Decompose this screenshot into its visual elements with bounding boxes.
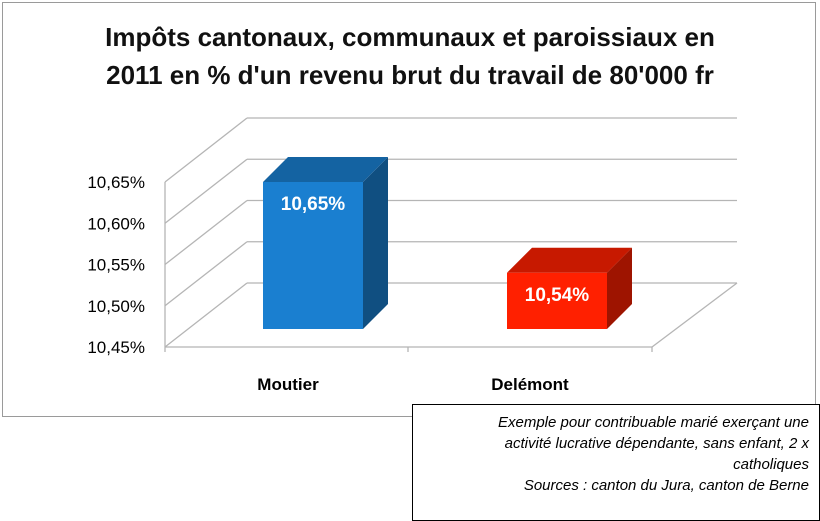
bar-top-face [507, 247, 632, 273]
category-label: Moutier [257, 375, 319, 394]
footnote-line-2: activité lucrative dépendante, sans enfa… [504, 435, 809, 452]
y-tick-label: 10,60% [87, 214, 145, 233]
footnote-line-1: Exemple pour contribuable marié exerçant… [497, 414, 809, 431]
y-tick-label: 10,50% [87, 297, 145, 316]
chart-title: Impôts cantonaux, communaux et paroissia… [0, 18, 820, 94]
data-label: 10,65% [281, 194, 346, 215]
y-tick-label: 10,55% [87, 256, 145, 275]
bar-delémont: 10,54% [507, 247, 632, 329]
bar-front-face [263, 182, 363, 329]
y-tick-label: 10,45% [87, 338, 145, 357]
footnote-line-4: Sources : canton du Jura, canton de Bern… [523, 477, 809, 494]
gridline-side [164, 117, 248, 183]
gridline-side [164, 199, 248, 266]
gridline-side [164, 158, 248, 224]
footnote-line-3: catholiques [733, 456, 809, 473]
bar-moutier: 10,65% [263, 157, 388, 329]
bars: 10,65% 10,54% [263, 157, 632, 329]
floor-right-edge [651, 282, 738, 348]
bar-side-face [607, 247, 632, 329]
x-axis-categories: Moutier Delémont [257, 375, 569, 394]
data-label: 10,54% [525, 285, 590, 306]
chart-title-line-2: 2011 en % d'un revenu brut du travail de… [106, 60, 714, 90]
chart-frame [2, 2, 816, 417]
bar-side-face [363, 157, 388, 329]
gridline-side [164, 241, 248, 307]
category-label: Delémont [491, 375, 569, 394]
footnote-box: Exemple pour contribuable marié exerçant… [412, 404, 820, 521]
y-axis-ticks: 10,45% 10,50% 10,55% 10,60% 10,65% [87, 173, 145, 357]
bar-top-face [263, 157, 388, 182]
bar-front-face [507, 272, 607, 329]
chart-title-line-1: Impôts cantonaux, communaux et paroissia… [105, 22, 715, 52]
gridline-side [164, 282, 248, 348]
chart-grid [164, 117, 738, 352]
y-tick-label: 10,65% [87, 173, 145, 192]
